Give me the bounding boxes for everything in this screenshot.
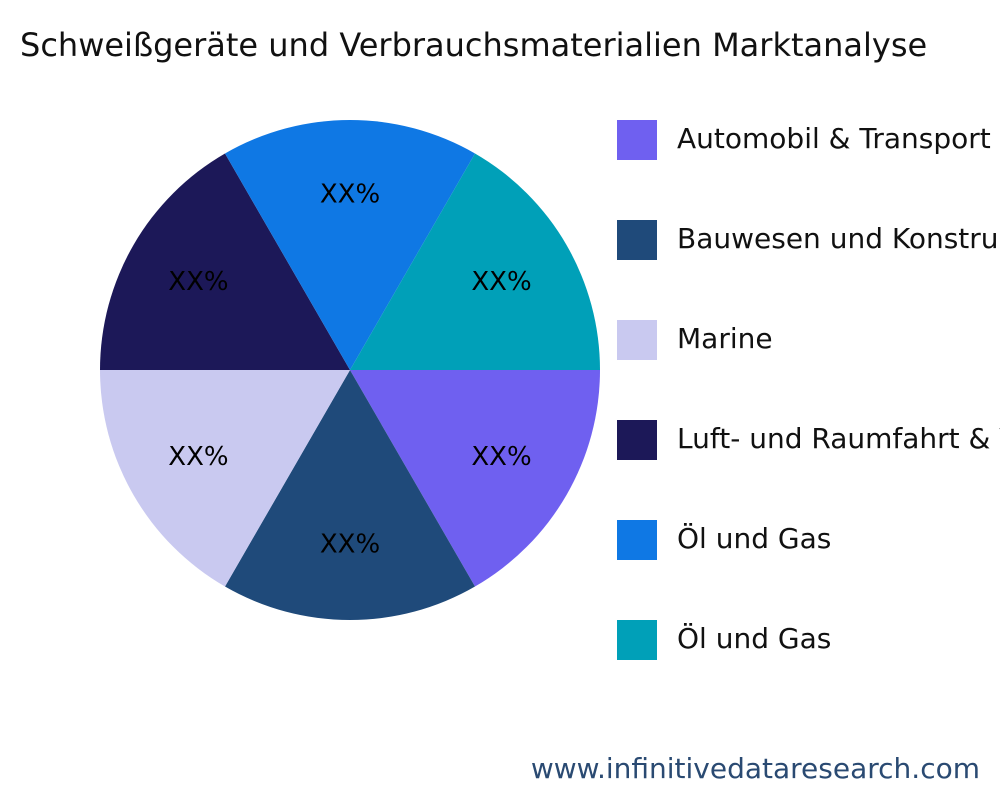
legend-swatch [617, 120, 657, 160]
slice-label: XX% [320, 180, 380, 210]
pie-slice [100, 153, 350, 370]
slice-label: XX% [471, 442, 531, 472]
chart-title: Schweißgeräte und Verbrauchsmaterialien … [20, 26, 927, 64]
legend-label: Bauwesen und Konstruktion [677, 222, 1000, 255]
legend-label: Marine [677, 322, 773, 355]
legend-swatch [617, 620, 657, 660]
slice-label: XX% [168, 442, 228, 472]
pie-slice [225, 119, 475, 370]
source: www.infinitivedataresearch.com [531, 752, 980, 785]
slice-label: XX% [168, 267, 228, 297]
legend-label: Öl und Gas [677, 521, 831, 555]
legend-label: Öl und Gas [677, 621, 831, 655]
pie-slice [350, 370, 600, 587]
slice-label: XX% [320, 530, 380, 560]
pie-slice [100, 370, 350, 587]
legend-label: Automobil & Transport [677, 122, 991, 155]
slice-label: XX% [471, 267, 531, 297]
legend-swatch [617, 520, 657, 560]
legend-label: Luft- und Raumfahrt & Verteidigung [677, 422, 1000, 455]
legend-swatch [617, 220, 657, 260]
pie-slice [350, 153, 600, 370]
legend-swatch [617, 420, 657, 460]
legend-swatch [617, 320, 657, 360]
pie-slice [225, 370, 475, 620]
